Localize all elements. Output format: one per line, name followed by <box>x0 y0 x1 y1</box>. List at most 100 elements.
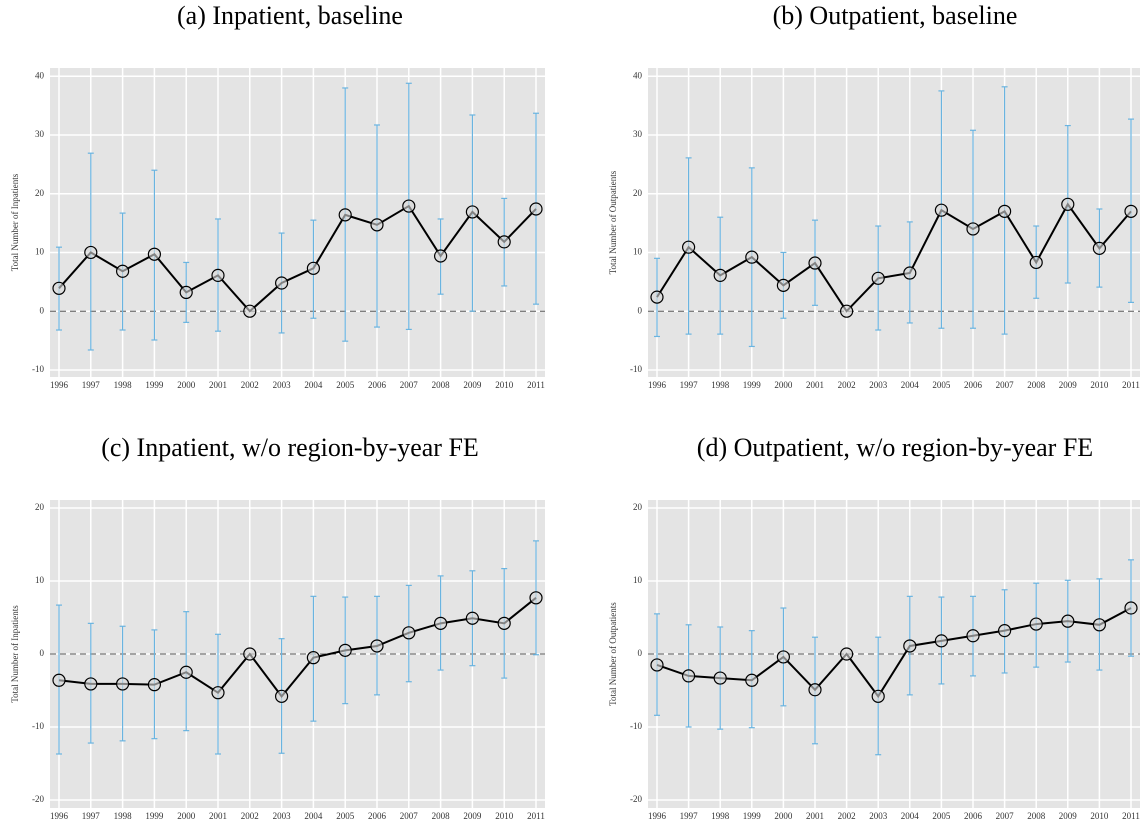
x-tick-label: 1997 <box>82 811 101 821</box>
x-tick-label: 2001 <box>806 811 824 821</box>
data-point <box>1029 255 1043 270</box>
data-point <box>1124 601 1138 615</box>
x-tick-label: 2006 <box>368 380 387 390</box>
data-point <box>147 247 161 261</box>
panel-title: (a) Inpatient, baseline <box>177 1 403 30</box>
y-tick-label: 40 <box>35 70 45 80</box>
data-point <box>179 285 193 300</box>
y-axis-label: Total Number of Outpatients <box>608 602 618 706</box>
y-tick-label: -10 <box>32 364 44 374</box>
data-point <box>934 634 949 648</box>
x-tick-label: 2000 <box>177 380 196 390</box>
x-tick-label: 1998 <box>114 380 133 390</box>
x-tick-label: 2008 <box>432 811 451 821</box>
x-tick-label: 2011 <box>527 811 545 821</box>
data-point <box>713 268 727 282</box>
y-tick-label: 0 <box>638 648 643 658</box>
data-point <box>1029 617 1043 631</box>
data-point <box>966 222 980 236</box>
x-tick-label: 2001 <box>209 380 227 390</box>
data-point <box>1061 197 1075 211</box>
y-tick-label: 10 <box>35 575 45 585</box>
x-tick-label: 1999 <box>743 380 762 390</box>
data-point <box>808 683 822 697</box>
x-tick-label: 1996 <box>648 380 667 390</box>
x-tick-label: 2003 <box>869 380 888 390</box>
x-tick-label: 2009 <box>1059 811 1078 821</box>
y-tick-label: 0 <box>638 305 643 315</box>
y-tick-label: 10 <box>633 247 643 257</box>
y-axis-label: Total Number of Inpatients <box>10 173 20 271</box>
panel: (d) Outpatient, w/o region-by-year FE -20… <box>608 433 1140 821</box>
x-tick-label: 1998 <box>711 380 730 390</box>
x-tick-label: 2008 <box>1027 380 1046 390</box>
data-line <box>656 607 1132 699</box>
y-tick-label: -20 <box>630 794 642 804</box>
x-tick-label: 1999 <box>145 811 164 821</box>
x-tick-label: 2002 <box>838 380 856 390</box>
data-line <box>58 204 537 313</box>
y-tick-label: 10 <box>633 575 643 585</box>
data-point <box>529 591 543 605</box>
x-tick-label: 2004 <box>304 380 323 390</box>
data-point <box>681 669 696 683</box>
data-point <box>306 261 320 275</box>
data-point <box>871 271 885 285</box>
data-point <box>243 647 257 661</box>
plot-background <box>648 68 1140 377</box>
data-point <box>370 218 384 232</box>
data-point <box>997 624 1012 638</box>
y-tick-label: 20 <box>633 502 643 512</box>
data-point <box>434 616 448 630</box>
data-point <box>934 203 949 217</box>
y-tick-label: -10 <box>630 364 642 374</box>
y-tick-label: -10 <box>630 721 642 731</box>
x-tick-label: 2002 <box>838 811 856 821</box>
data-point <box>745 250 759 264</box>
data-point <box>52 281 66 295</box>
data-point <box>713 671 727 685</box>
x-tick-label: 2006 <box>368 811 387 821</box>
x-tick-label: 2002 <box>241 811 259 821</box>
data-point <box>306 651 320 665</box>
data-point <box>776 278 791 292</box>
x-tick-label: 2003 <box>869 811 888 821</box>
y-tick-label: 20 <box>633 188 643 198</box>
data-point <box>179 665 193 679</box>
x-tick-label: 1998 <box>711 811 730 821</box>
data-line <box>58 597 537 698</box>
x-tick-label: 1999 <box>743 811 762 821</box>
x-tick-label: 1997 <box>680 380 699 390</box>
x-tick-label: 2000 <box>774 811 793 821</box>
data-point <box>115 677 130 691</box>
data-point <box>839 304 854 318</box>
x-tick-label: 2005 <box>932 380 951 390</box>
data-point <box>776 650 791 664</box>
x-tick-label: 2000 <box>177 811 196 821</box>
data-point <box>370 639 384 653</box>
x-tick-label: 2007 <box>400 811 419 821</box>
y-tick-label: 30 <box>35 129 45 139</box>
panel-title: (b) Outpatient, baseline <box>773 1 1018 30</box>
x-tick-label: 2011 <box>1122 811 1140 821</box>
data-point <box>211 686 225 700</box>
x-tick-label: 2001 <box>806 380 824 390</box>
x-tick-label: 2000 <box>774 380 793 390</box>
y-tick-label: 20 <box>35 502 45 512</box>
panel: (a) Inpatient, baseline -10 0 10 20 30 40 1996 1… <box>10 1 545 390</box>
x-tick-label: 2006 <box>964 380 983 390</box>
data-point <box>147 678 161 692</box>
data-point <box>84 245 98 260</box>
data-line <box>656 202 1132 313</box>
y-axis-label: Total Number of Inpatients <box>10 605 20 703</box>
data-point <box>1124 204 1138 218</box>
x-tick-label: 2006 <box>964 811 983 821</box>
x-tick-label: 2010 <box>1090 811 1109 821</box>
data-point <box>465 205 479 219</box>
y-tick-label: 30 <box>633 129 643 139</box>
y-tick-label: 20 <box>35 188 45 198</box>
x-tick-label: 2008 <box>1027 811 1046 821</box>
x-tick-label: 1998 <box>114 811 133 821</box>
